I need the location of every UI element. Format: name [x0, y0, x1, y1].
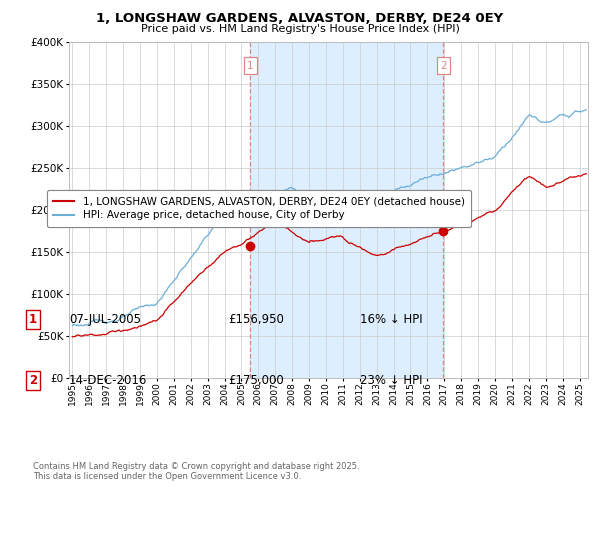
Text: £156,950: £156,950 [228, 312, 284, 326]
Text: 1: 1 [29, 312, 37, 326]
Text: 2: 2 [29, 374, 37, 388]
Text: 07-JUL-2005: 07-JUL-2005 [69, 312, 141, 326]
Text: Contains HM Land Registry data © Crown copyright and database right 2025.
This d: Contains HM Land Registry data © Crown c… [33, 462, 359, 482]
Text: 16% ↓ HPI: 16% ↓ HPI [360, 312, 422, 326]
Text: 2: 2 [440, 60, 447, 71]
Text: Price paid vs. HM Land Registry's House Price Index (HPI): Price paid vs. HM Land Registry's House … [140, 24, 460, 34]
Bar [250, 42, 443, 378]
Text: 23% ↓ HPI: 23% ↓ HPI [360, 374, 422, 388]
Text: 14-DEC-2016: 14-DEC-2016 [69, 374, 148, 388]
Text: 1, LONGSHAW GARDENS, ALVASTON, DERBY, DE24 0EY: 1, LONGSHAW GARDENS, ALVASTON, DERBY, DE… [97, 12, 503, 25]
Text: 1: 1 [247, 60, 254, 71]
Text: £175,000: £175,000 [228, 374, 284, 388]
Legend: 1, LONGSHAW GARDENS, ALVASTON, DERBY, DE24 0EY (detached house), HPI: Average pr: 1, LONGSHAW GARDENS, ALVASTON, DERBY, DE… [47, 190, 471, 227]
